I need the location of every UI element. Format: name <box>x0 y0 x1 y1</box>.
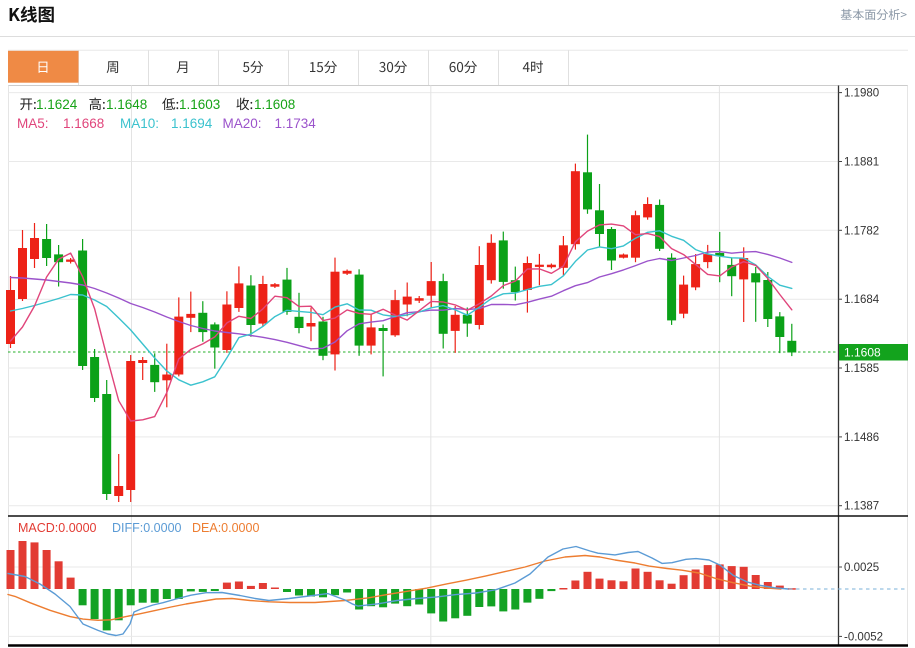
svg-text:MA20:: MA20: <box>223 116 262 131</box>
svg-text:1.1734: 1.1734 <box>275 116 317 131</box>
svg-text:1.1684: 1.1684 <box>844 294 880 306</box>
svg-text:1.1608: 1.1608 <box>254 97 295 112</box>
svg-text:1.1486: 1.1486 <box>844 432 879 444</box>
svg-text:1.1608: 1.1608 <box>844 346 881 360</box>
svg-text:1.1603: 1.1603 <box>179 97 220 112</box>
svg-text:1.1668: 1.1668 <box>63 116 104 131</box>
svg-text:1.1782: 1.1782 <box>844 225 879 237</box>
svg-text:DIFF:0.0000: DIFF:0.0000 <box>112 521 182 535</box>
svg-text:1.1585: 1.1585 <box>844 363 879 375</box>
svg-text:MA10:: MA10: <box>120 116 159 131</box>
svg-text:-0.0052: -0.0052 <box>844 631 883 643</box>
svg-text:DEA:0.0000: DEA:0.0000 <box>192 521 259 535</box>
svg-text:1.1980: 1.1980 <box>844 88 879 100</box>
svg-text:1.1881: 1.1881 <box>844 157 879 169</box>
svg-text:0.0025: 0.0025 <box>844 562 879 574</box>
svg-text:1.1648: 1.1648 <box>106 97 147 112</box>
svg-text:1.1624: 1.1624 <box>36 97 78 112</box>
svg-text:MA5:: MA5: <box>17 116 49 131</box>
svg-text:MACD:0.0000: MACD:0.0000 <box>18 521 97 535</box>
svg-text:1.1694: 1.1694 <box>171 116 213 131</box>
svg-text:1.1387: 1.1387 <box>844 501 879 513</box>
